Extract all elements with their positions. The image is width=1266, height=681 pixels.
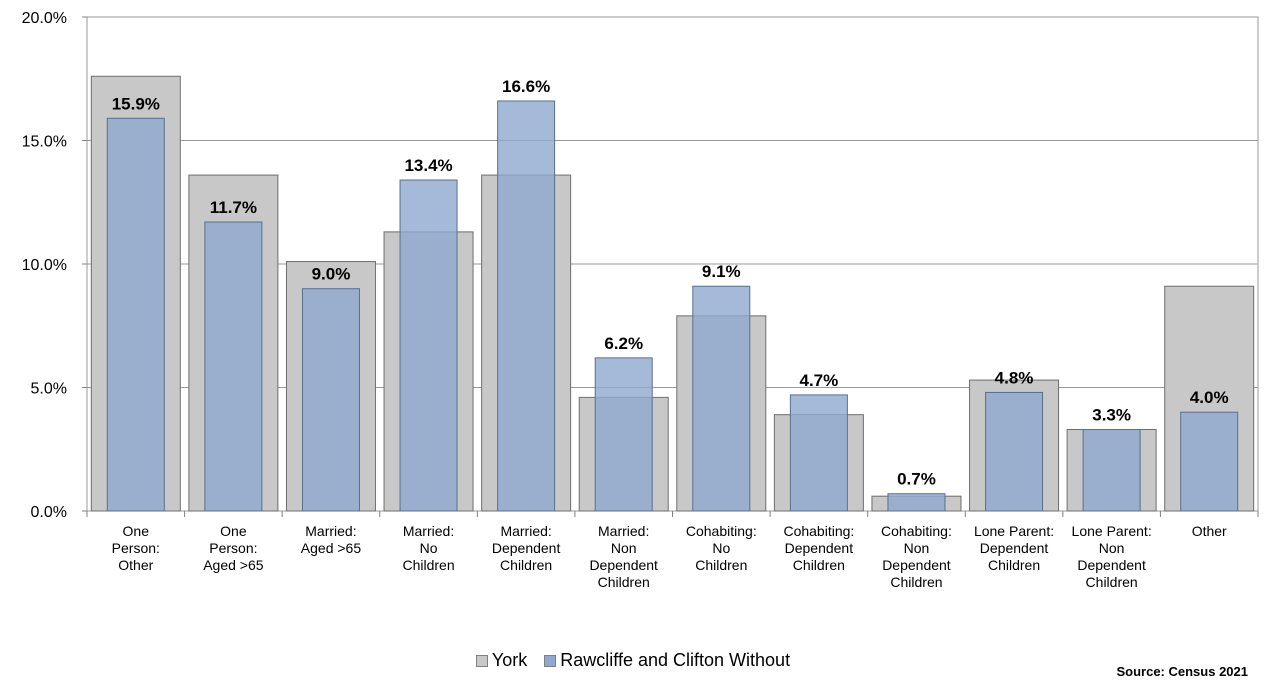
category-label: Married: Non Dependent Children (589, 523, 658, 590)
category-label: One Person: Other (112, 523, 160, 573)
data-labels: 15.9% 11.7% 9.0% 13.4% 16.6% 6.2% 9.1% 4.7% 0.7%… (112, 77, 1229, 489)
source-note: Source: Census 2021 (1116, 664, 1248, 679)
y-tick-label: 15.0% (22, 134, 67, 151)
bar-rawcliffe (887, 493, 946, 512)
data-label: 0.7% (897, 470, 936, 489)
data-label: 3.3% (1092, 405, 1131, 424)
category-label: Cohabiting: Non Dependent Children (881, 523, 952, 590)
data-label: 4.8% (995, 368, 1034, 387)
x-axis: One Person: Other One Person: Aged >65 Married… (86, 511, 1259, 590)
data-label: 11.7% (210, 198, 257, 217)
data-label: 16.6% (502, 77, 550, 96)
legend: York Rawcliffe and Clifton Without (0, 650, 1266, 672)
legend-item-york: York (475, 650, 528, 671)
category-label: Other (1192, 523, 1227, 539)
bar-rawcliffe (301, 288, 360, 512)
bar-rawcliffe (1082, 428, 1141, 512)
category-label: Married: Dependent Children (492, 523, 561, 573)
y-tick-label: 0.0% (31, 504, 67, 521)
category-label: Cohabiting: Dependent Children (783, 523, 854, 573)
bar-rawcliffe (204, 221, 263, 512)
legend-label-york: York (491, 650, 528, 670)
category-label: One Person: Aged >65 (203, 523, 264, 573)
bar-rawcliffe (789, 394, 848, 512)
data-label: 6.2% (604, 334, 643, 353)
legend-label-rawcliffe: Rawcliffe and Clifton Without (560, 650, 791, 670)
data-label: 9.0% (312, 265, 351, 284)
bar-rawcliffe (1180, 411, 1239, 512)
data-label: 4.7% (800, 371, 839, 390)
category-label: Married: Aged >65 (301, 523, 362, 556)
bar-rawcliffe (985, 391, 1044, 512)
york-swatch (475, 654, 488, 667)
rawcliffe-series (106, 100, 1239, 512)
bar-rawcliffe (106, 117, 165, 512)
category-label: Lone Parent: Non Dependent Children (1072, 523, 1152, 590)
legend-item-rawcliffe: Rawcliffe and Clifton Without (544, 650, 790, 671)
data-label: 9.1% (702, 262, 741, 281)
bar-rawcliffe (692, 285, 751, 512)
bar-rawcliffe (594, 357, 653, 512)
york-series (90, 75, 1255, 512)
data-label: 4.0% (1190, 388, 1229, 407)
y-tick-label: 20.0% (22, 10, 67, 27)
category-label: Lone Parent: Dependent Children (974, 523, 1054, 573)
bar-rawcliffe (399, 179, 458, 512)
y-axis: 0.0% 5.0% 10.0% 15.0% 20.0% (22, 10, 87, 521)
bar-rawcliffe (497, 100, 556, 512)
y-tick-label: 5.0% (31, 381, 67, 398)
data-label: 13.4% (404, 156, 452, 175)
data-label: 15.9% (112, 94, 160, 113)
category-label: Cohabiting: No Children (686, 523, 757, 573)
bar-chart: 15.9% 11.7% 9.0% 13.4% 16.6% 6.2% 9.1% 4.7% 0.7%… (22, 10, 1259, 590)
y-tick-label: 10.0% (22, 257, 67, 274)
rawcliffe-swatch (544, 654, 557, 667)
category-label: Married: No Children (402, 523, 454, 573)
